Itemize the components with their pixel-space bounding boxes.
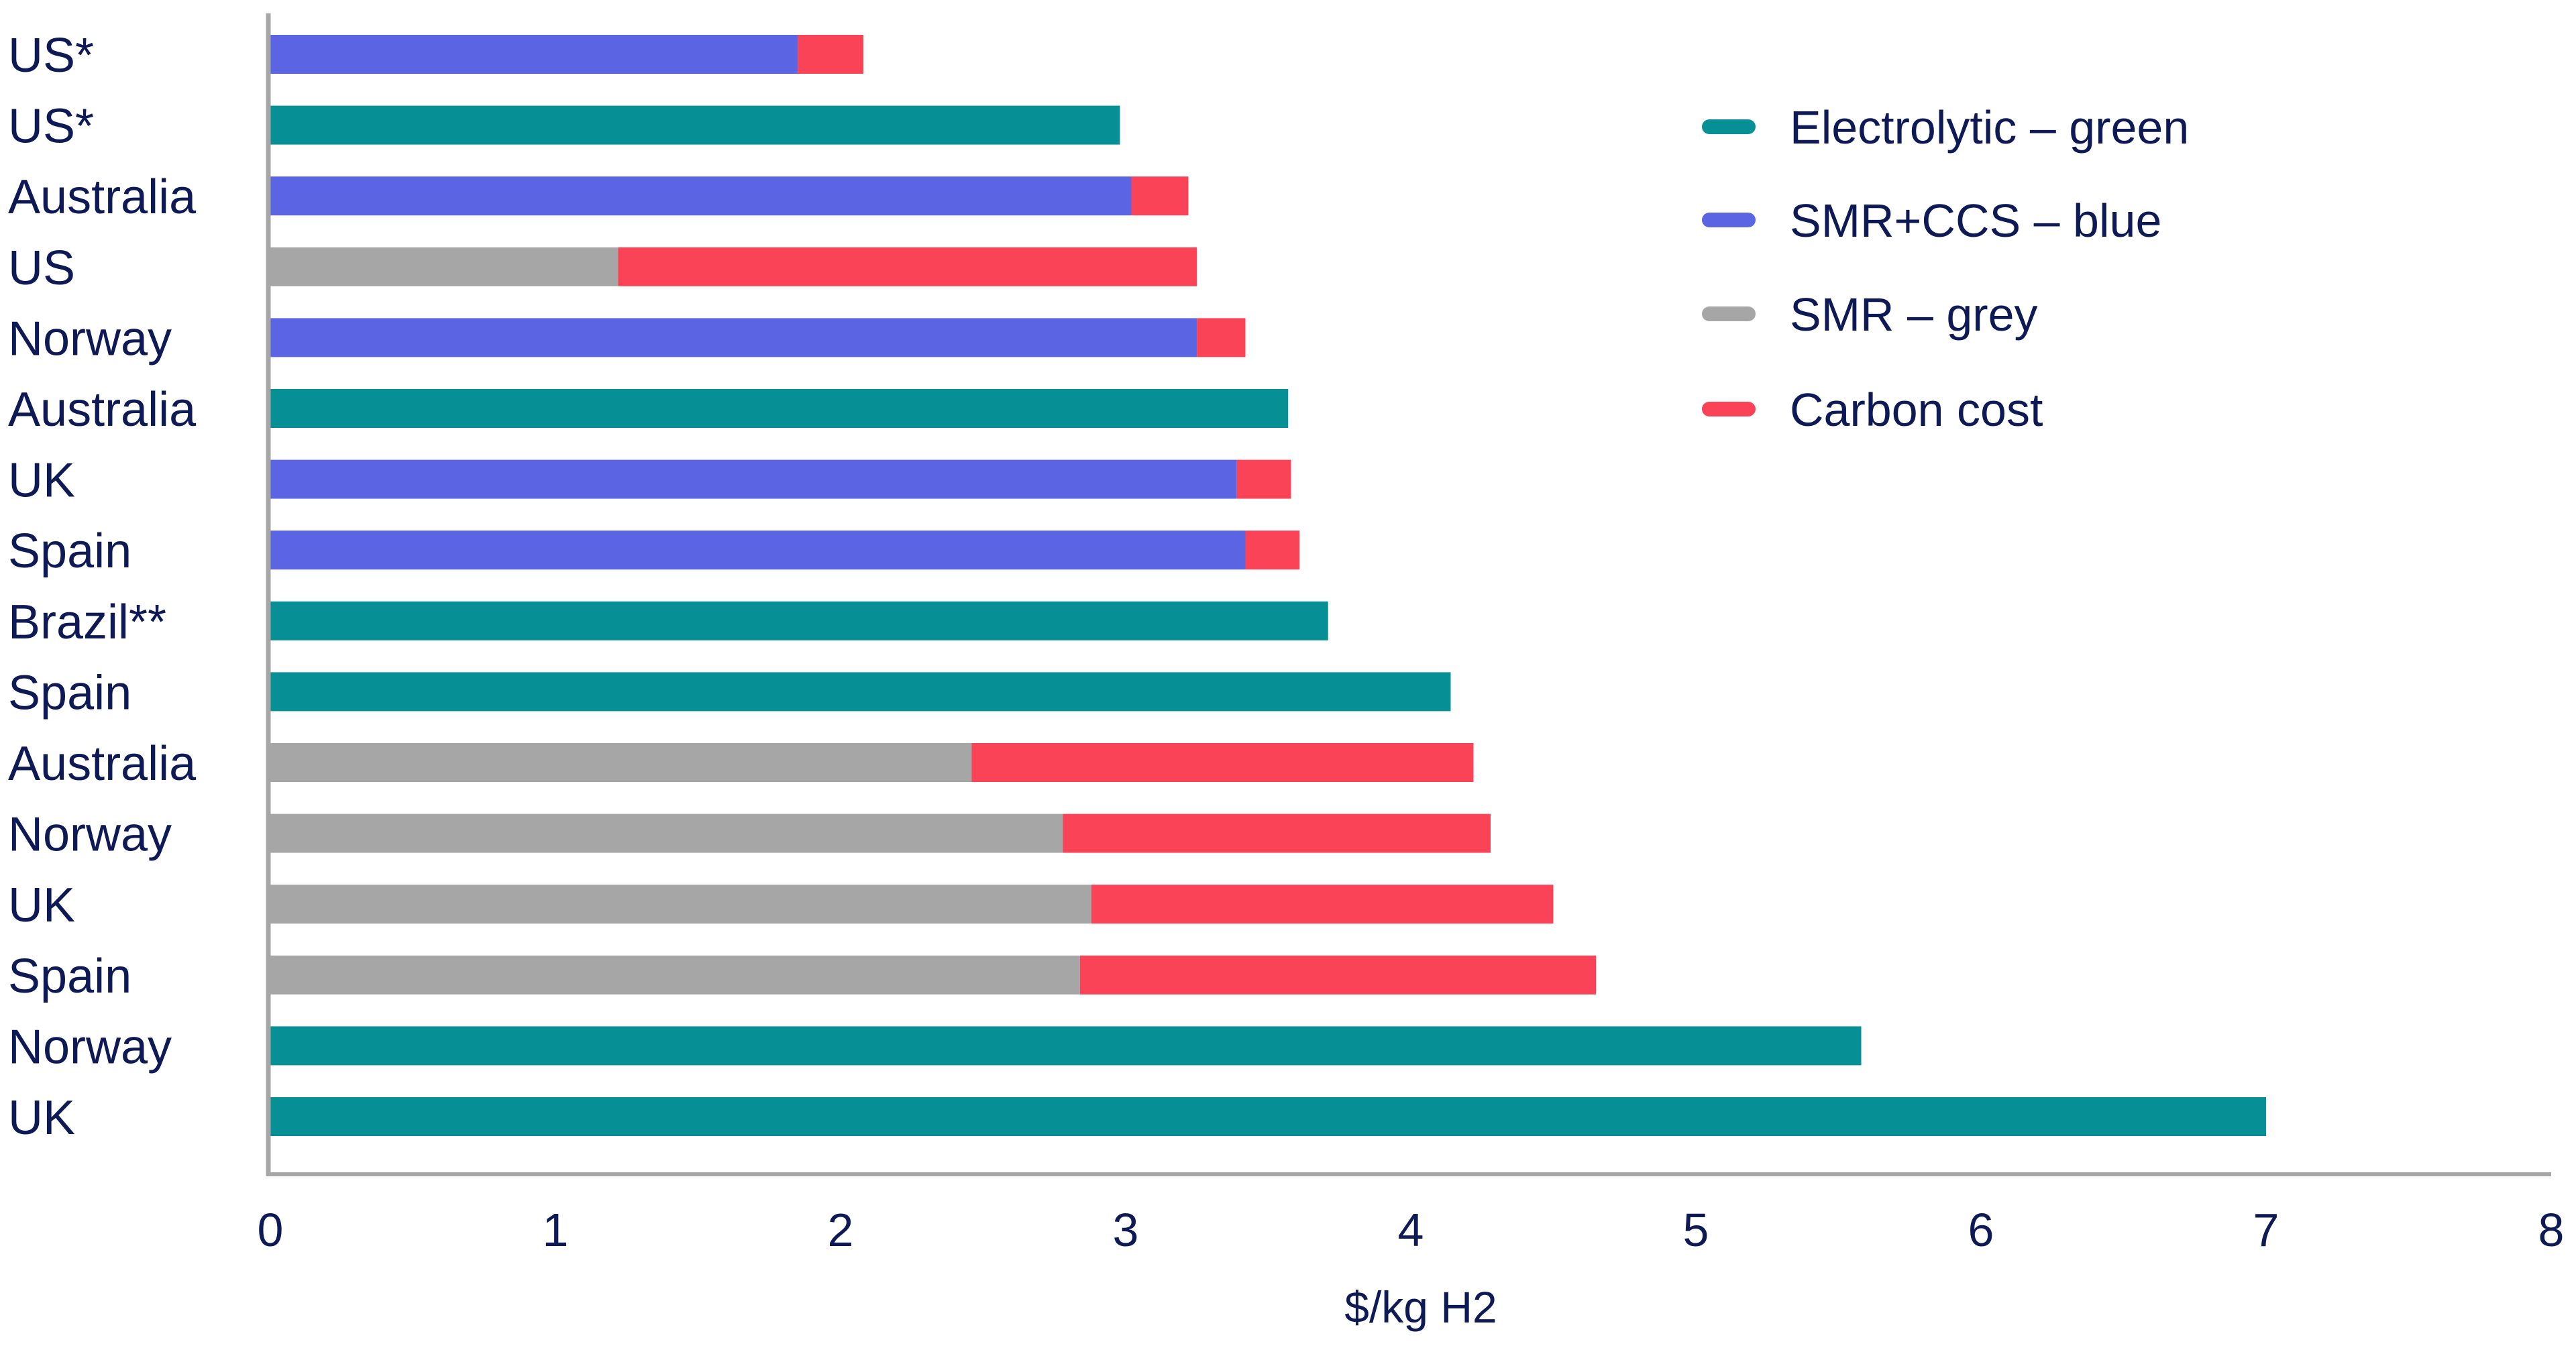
bar-base [270, 459, 1237, 499]
category-label: Spain [8, 950, 131, 1003]
legend-label: SMR – grey [1790, 288, 2038, 341]
category-label: UK [8, 879, 75, 932]
bar-base [270, 813, 1063, 853]
bar-base [270, 176, 1132, 216]
category-label: UK [8, 454, 75, 508]
legend: Electrolytic – green SMR+CCS – blue SMR – … [1702, 101, 2189, 436]
legend-label: SMR+CCS – blue [1790, 194, 2161, 247]
bar-carbon-cost [1080, 955, 1597, 995]
legend-label: Electrolytic – green [1790, 101, 2189, 154]
x-tick-label: 1 [543, 1204, 569, 1256]
bar-base [270, 530, 1246, 570]
x-tick-label: 6 [1968, 1204, 1994, 1256]
x-tick-label: 2 [828, 1204, 854, 1256]
bar-base [270, 672, 1451, 712]
category-label: Australia [8, 170, 197, 224]
bar-base [270, 601, 1328, 640]
category-label: Norway [8, 312, 172, 365]
x-tick-labels: 0 1 2 3 4 5 6 7 8 [258, 1204, 2565, 1256]
bar-carbon-cost [1063, 813, 1491, 853]
bar-base [270, 105, 1120, 145]
x-axis-label: $/kg H2 [1344, 1282, 1497, 1332]
category-label: Australia [8, 383, 197, 437]
category-label: US* [8, 100, 94, 154]
category-label: UK [8, 1091, 75, 1145]
bar-base [270, 35, 798, 74]
bar-base [270, 955, 1080, 995]
bar-carbon-cost [1131, 176, 1189, 216]
bar-carbon-cost [1236, 459, 1291, 499]
category-label: Spain [8, 524, 131, 578]
x-tick-label: 4 [1398, 1204, 1424, 1256]
x-tick-label: 7 [2253, 1204, 2279, 1256]
bar-carbon-cost [1197, 318, 1246, 357]
bar-carbon-cost [618, 247, 1197, 286]
bar-base [270, 247, 619, 286]
bar-base [270, 1097, 2266, 1136]
category-label: US [8, 241, 75, 295]
bar-carbon-cost [798, 35, 863, 74]
category-label: Norway [8, 1020, 172, 1074]
bar-carbon-cost [971, 743, 1474, 782]
x-tick-label: 8 [2538, 1204, 2565, 1256]
category-label: US* [8, 29, 94, 82]
x-tick-label: 3 [1113, 1204, 1139, 1256]
bars [270, 35, 2266, 1136]
x-tick-label: 5 [1683, 1204, 1709, 1256]
x-tick-label: 0 [258, 1204, 284, 1256]
bar-base [270, 743, 972, 782]
bar-base [270, 318, 1197, 357]
category-label: Brazil** [8, 596, 166, 649]
category-label: Australia [8, 737, 197, 791]
category-labels: US* US* Australia US Norway Australia UK Spain B… [8, 29, 197, 1145]
category-label: Norway [8, 808, 172, 862]
bar-carbon-cost [1091, 885, 1554, 924]
category-label: Spain [8, 666, 131, 720]
bar-base [270, 389, 1289, 428]
bar-base [270, 885, 1091, 924]
bar-carbon-cost [1245, 530, 1300, 570]
bar-base [270, 1026, 1862, 1066]
legend-label: Carbon cost [1790, 384, 2043, 436]
